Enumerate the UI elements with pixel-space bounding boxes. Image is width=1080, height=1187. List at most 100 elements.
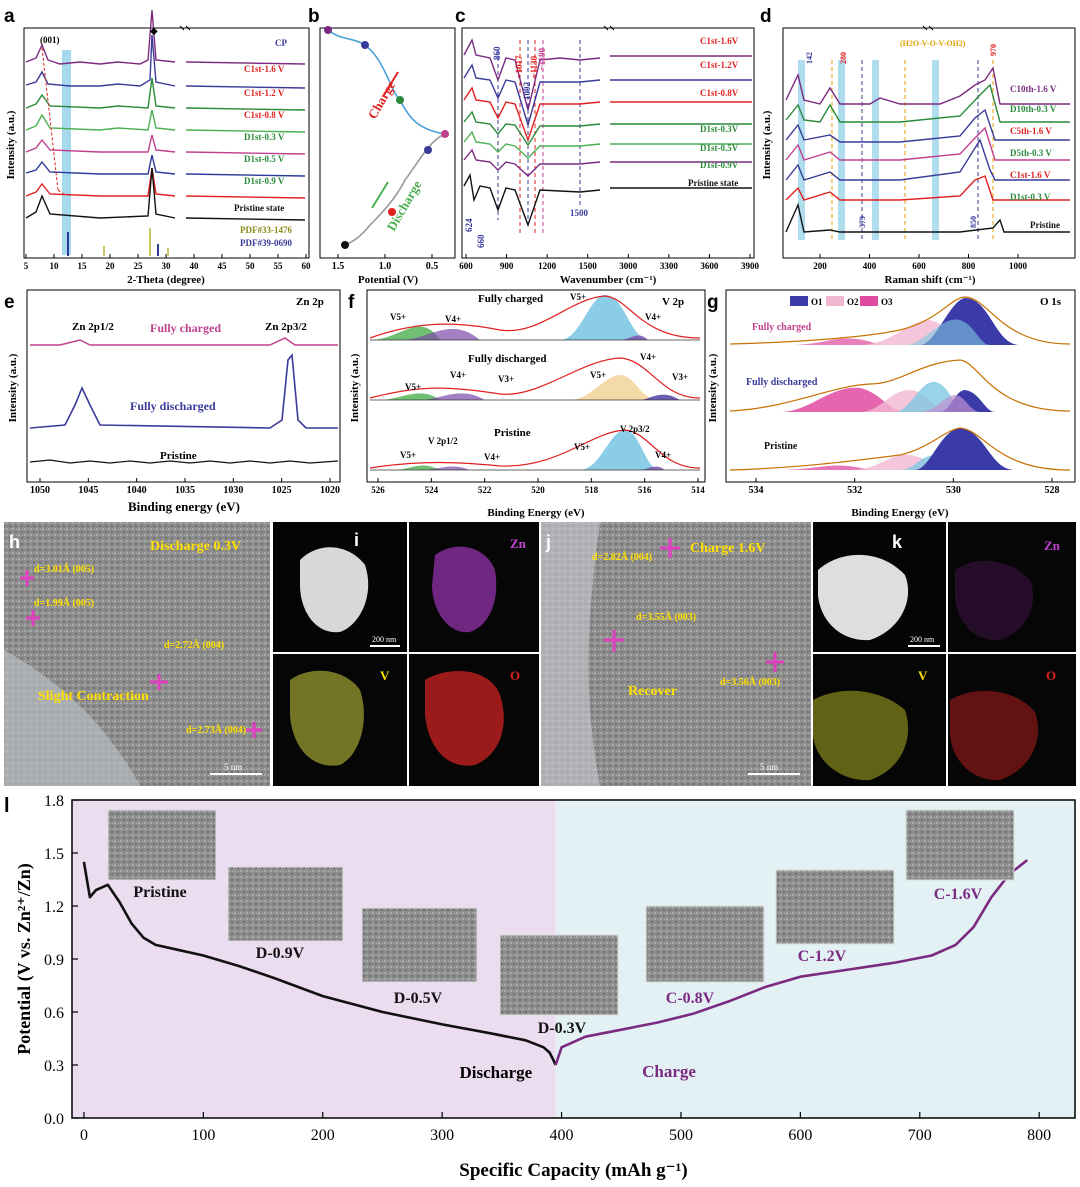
panel-g-labels: Fully charged Fully discharged Pristine: [746, 322, 818, 452]
panel-f-sub-left: V 2p1/2: [428, 436, 458, 446]
panel-f-species-v5e: V5+: [400, 450, 416, 460]
panel-b-charge-label: Charge: [365, 78, 399, 121]
chart-x-tick-label: 100: [191, 1127, 215, 1144]
panel-f: f V 2p Fully charged: [348, 289, 706, 519]
panel-b-frame: [319, 27, 456, 259]
panel-letter-h: h: [9, 532, 20, 552]
panel-c-label-4: D1st-0.3V: [700, 124, 739, 134]
panel-j-markers: [604, 538, 784, 672]
panel-a-label-5: D1st-0.5 V: [244, 154, 285, 164]
x-tick-label: 600: [912, 261, 926, 271]
x-tick-label: 1500: [579, 261, 598, 271]
panel-h-title: Discharge 0.3V: [150, 539, 241, 554]
chart-x-tick-label: 500: [669, 1127, 693, 1144]
panel-j-annot-1: d=2.82Å (004): [592, 551, 652, 563]
panel-d-xlabel: Raman shift (cm⁻¹): [885, 274, 976, 286]
x-tick-label: 1.0: [379, 261, 392, 272]
panel-f-ylabel: Intensity (a.u.): [349, 353, 361, 422]
panel-f-species-v5c: V5+: [405, 382, 421, 392]
panel-f-title: V 2p: [662, 296, 684, 308]
panel-f-labels: Fully charged Fully discharged Pristine: [468, 293, 547, 439]
panel-f-frame: [366, 289, 706, 483]
x-tick-label: 50: [246, 261, 256, 271]
x-tick-label: 400: [863, 261, 877, 271]
panel-d-label-4: D5th-0.3 V: [1010, 148, 1052, 158]
panel-d-label-2: D10th-0.3 V: [1010, 104, 1057, 114]
panel-d-label-3: C5th-1.6 V: [1010, 126, 1052, 136]
chart-series-charge-line: [554, 859, 1029, 1066]
panel-d-highlights: [798, 60, 939, 240]
panel-c-label-3: C1st-0.8V: [700, 88, 739, 98]
panel-b-point: [324, 26, 332, 34]
panel-e-pristine-trace: [29, 459, 339, 464]
panel-letter-i: i: [354, 530, 359, 550]
panel-g-charged-fits: [729, 296, 1071, 345]
panel-g-label-pristine: Pristine: [764, 441, 798, 452]
panel-b-point: [388, 208, 396, 216]
panel-e-label-discharged: Fully discharged: [130, 399, 216, 413]
panel-h: h Discharge 0.3V d=3.01Å (005) d=1.99Å (…: [4, 522, 270, 786]
panel-h-annot-4: d=2.73Å (004): [186, 724, 246, 736]
panel-c-label-5: D1st-0.5V: [700, 143, 739, 153]
panel-a-shift-line: [41, 47, 67, 197]
chart-series-discharge-line: [82, 861, 557, 1066]
chart-y-tick-label: 1.2: [44, 899, 64, 916]
x-tick-label: 1025: [272, 485, 292, 496]
panel-letter-k: k: [892, 532, 903, 552]
panel-g: g O 1s O1 O2 O3: [707, 289, 1076, 519]
panel-i-particle: [300, 547, 369, 633]
chart-annotation-charge: Charge: [642, 1062, 696, 1081]
panel-j-annot-2: d=3.55Å (003): [636, 611, 696, 623]
panel-j-note: Recover: [628, 684, 677, 699]
chart-point-label: Pristine: [133, 884, 186, 901]
panel-h-annot-3: d=2.72Å (004): [164, 639, 224, 651]
panel-d: d 142 280 (H2O-V-O-V-OH2): [760, 6, 1076, 286]
panel-letter-c: c: [455, 6, 466, 27]
panel-e-peak-right: Zn 2p3/2: [265, 321, 307, 333]
chart-point-label: C-1.2V: [798, 948, 847, 965]
panel-f-species-v4f: V4+: [655, 450, 671, 460]
chart-x-tick-label: 0: [80, 1127, 88, 1144]
panel-f-pristine-fits: [369, 429, 701, 471]
x-tick-label: 524: [425, 485, 439, 495]
panel-g-ylabel: Intensity (a.u.): [707, 353, 719, 422]
panel-b-charge-curve: [327, 29, 446, 135]
panel-d-label-1: C10th-1.6 V: [1010, 84, 1057, 94]
panel-c: c 860 ~1017 1092 ~1130 ~1190 624: [455, 6, 760, 286]
panel-letter-f: f: [348, 292, 355, 313]
panel-letter-g: g: [707, 292, 719, 313]
panel-k: k 200 nm Zn V O: [813, 522, 1076, 786]
panel-b-point: [396, 96, 404, 104]
panel-c-label-6: D1st-0.9V: [700, 160, 739, 170]
x-tick-label: 526: [371, 485, 385, 495]
panel-a-label-2: C1st-1.2 V: [244, 88, 285, 98]
x-tick-label: 40: [190, 261, 200, 271]
x-tick-label: 45: [218, 261, 228, 271]
panel-i-o-label: O: [510, 668, 520, 683]
x-tick-label: 1000: [1009, 261, 1028, 271]
panel-e-label-charged: Fully charged: [150, 321, 221, 335]
panel-e-xlabel: Binding energy (eV): [128, 499, 240, 514]
panel-e-label-pristine: Pristine: [160, 450, 197, 462]
panel-b-point: [441, 130, 449, 138]
panel-a-cp-marker: ◆: [150, 26, 158, 37]
x-tick-label: 1045: [78, 485, 98, 496]
panel-d-peak: 142: [805, 52, 814, 64]
panel-a-label-3: C1st-0.8 V: [244, 110, 285, 120]
x-tick-label: 5: [24, 261, 29, 271]
x-tick-label: 60: [302, 261, 312, 271]
sem-inset-image: [775, 869, 895, 945]
chart-x-tick-label: 800: [1027, 1127, 1051, 1144]
x-tick-label: 534: [749, 485, 764, 496]
panel-d-xticks: 200 400 600 800 1000: [813, 254, 1028, 271]
panel-f-species-v4b: V4+: [645, 312, 661, 322]
panel-f-species-v4d: V4+: [640, 352, 656, 362]
panel-f-species-v4c: V4+: [450, 370, 466, 380]
panel-c-label-1: C1st-1.6V: [700, 36, 739, 46]
panel-d-frame: [782, 27, 1076, 259]
sem-inset-image: [227, 866, 344, 942]
x-tick-label: 3300: [660, 261, 679, 271]
panel-d-peak: 970: [989, 44, 998, 56]
panel-g-label-charged: Fully charged: [752, 322, 812, 333]
